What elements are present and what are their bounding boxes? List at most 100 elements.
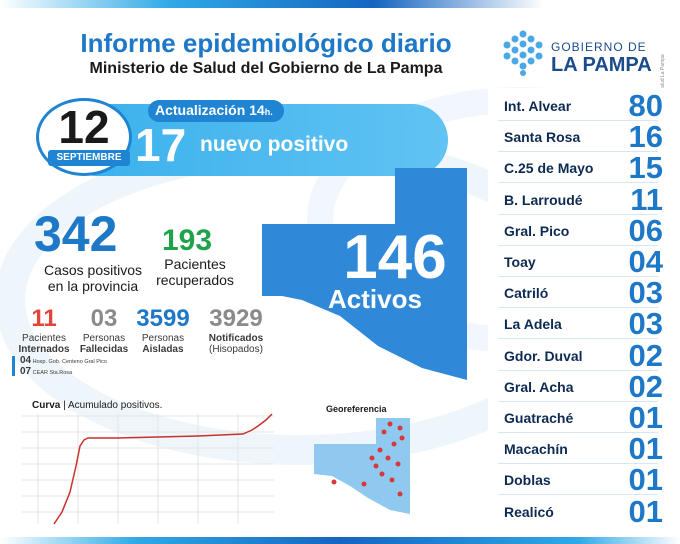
hospital-note-2: 07 CEAR Sta.Rosa xyxy=(20,366,72,377)
page-subtitle: Ministerio de Salud del Gobierno de La P… xyxy=(89,60,443,77)
stat-hospitalized-number: 11 xyxy=(31,305,57,332)
la-pampa-map-active xyxy=(262,168,467,380)
locality-name: B. Larroudé xyxy=(504,191,583,208)
top-accent-bar xyxy=(0,0,680,8)
locality-row: Doblas 01 xyxy=(500,462,675,498)
locality-row: C.25 de Mayo 15 xyxy=(500,150,675,186)
stat-deceased-label-2: Fallecidas xyxy=(79,344,129,355)
stat-hospitalized: 11 Pacientes Internados xyxy=(14,305,74,355)
locality-name: Guatraché xyxy=(504,410,574,426)
stat-notified: 3929 Notificados (Hisopados) xyxy=(198,305,274,355)
locality-count: 01 xyxy=(628,431,663,467)
stat-hospitalized-label-1: Pacientes xyxy=(22,333,66,344)
active-cases-label: Activos xyxy=(328,284,422,314)
stat-notified-label-2: (Hisopados) xyxy=(209,344,263,355)
locality-separator xyxy=(498,213,658,215)
date-month: SEPTIEMBRE xyxy=(56,152,122,163)
curve-chart xyxy=(22,413,274,525)
curve-line xyxy=(53,413,273,525)
locality-row: La Adela 03 xyxy=(500,306,675,342)
new-cases-label: nuevo positivo xyxy=(200,133,349,156)
georef-title: Georeferencia xyxy=(326,404,387,414)
positive-cases-number: 342 xyxy=(34,206,118,262)
locality-count: 02 xyxy=(628,368,663,404)
hospital-note-2-text: CEAR Sta.Rosa xyxy=(32,370,73,376)
locality-name: Gral. Pico xyxy=(504,222,570,239)
locality-count: 01 xyxy=(628,462,663,498)
new-cases-number: 17 xyxy=(135,119,187,171)
locality-separator xyxy=(498,120,658,121)
locality-count: 80 xyxy=(628,88,663,123)
locality-count: 04 xyxy=(628,244,663,279)
curve-grid xyxy=(22,414,274,524)
stat-deceased-label-1: Personas xyxy=(82,333,126,344)
positive-cases-label-line2: en la provincia xyxy=(47,278,139,294)
update-hour-suffix: h. xyxy=(264,107,273,117)
logo-text-top: GOBIERNO DE xyxy=(551,40,647,54)
locality-separator xyxy=(498,276,658,277)
stat-deceased-number: 03 xyxy=(90,305,118,332)
locality-row: Gral. Acha 02 xyxy=(500,368,675,404)
curve-title: Curva | Acumulado positivos. xyxy=(32,400,162,411)
locality-separator xyxy=(498,307,658,309)
locality-row: B. Larroudé 11 xyxy=(500,181,675,217)
active-cases-number: 146 xyxy=(343,223,447,292)
georef-points xyxy=(331,421,405,497)
locality-name: Realicó xyxy=(504,503,554,520)
locality-separator xyxy=(498,463,658,465)
locality-row: Macachín 01 xyxy=(500,431,675,467)
locality-row: Catriló 03 xyxy=(500,275,675,311)
locality-count: 01 xyxy=(628,400,663,435)
curve-title-rest: | Acumulado positivos. xyxy=(60,400,163,411)
dotted-hexagon-logo-icon xyxy=(503,30,543,76)
positive-cases-label: Casos positivos en la provincia xyxy=(28,262,158,294)
georef-map xyxy=(314,418,410,514)
locality-count: 11 xyxy=(630,181,663,217)
locality-row: Guatraché 01 xyxy=(500,400,675,435)
locality-separator xyxy=(498,151,658,153)
locality-name: C.25 de Mayo xyxy=(504,160,594,177)
locality-separator xyxy=(498,494,658,496)
locality-row: Toay 04 xyxy=(500,244,675,279)
curve-title-bold: Curva xyxy=(32,400,61,411)
locality-count: 06 xyxy=(628,212,663,248)
locality-separator xyxy=(498,182,658,184)
hospital-note-1-number: 04 xyxy=(20,355,32,366)
logo-text-bottom: LA PAMPA xyxy=(551,54,652,76)
locality-name: Catriló xyxy=(504,285,549,302)
page-title: Informe epidemiológico diario xyxy=(80,28,452,58)
locality-separator xyxy=(498,400,658,402)
recovered-number: 193 xyxy=(162,224,213,257)
stat-notified-label-1: Notificados xyxy=(208,333,264,344)
locality-name: Santa Rosa xyxy=(504,129,581,146)
recovered-label-line1: Pacientes xyxy=(164,256,226,272)
locality-name: Doblas xyxy=(504,472,551,489)
locality-separator xyxy=(498,338,658,340)
stat-isolated-label-2: Aisladas xyxy=(142,344,184,355)
hospital-notes-bar xyxy=(12,356,99,376)
locality-row: Santa Rosa 16 xyxy=(500,119,675,155)
stat-deceased: 03 Personas Fallecidas xyxy=(76,305,132,355)
locality-name: La Adela xyxy=(504,316,562,333)
locality-name: Macachín xyxy=(504,441,568,458)
locality-separator xyxy=(498,244,658,246)
stat-isolated-label-1: Personas xyxy=(141,333,185,344)
date-day: 12 xyxy=(58,101,110,153)
localities-panel xyxy=(488,88,680,537)
stat-isolated: 3599 Personas Aisladas xyxy=(132,305,194,355)
locality-name: Int. Alvear xyxy=(504,98,572,114)
locality-row: Realicó 01 xyxy=(500,494,675,529)
locality-count: 03 xyxy=(628,306,663,342)
stat-hospitalized-label-2: Internados xyxy=(18,344,70,355)
date-month-background xyxy=(48,150,130,166)
positive-cases-label-line1: Casos positivos xyxy=(43,262,143,278)
locality-count: 02 xyxy=(628,337,663,373)
locality-count: 15 xyxy=(628,150,663,186)
locality-separator xyxy=(498,432,658,433)
locality-count: 03 xyxy=(628,275,663,311)
hospital-note-1-text: Hosp. Gob. Centeno Gral Pico xyxy=(32,359,107,365)
stat-isolated-number: 3599 xyxy=(136,305,190,332)
bottom-accent-bar xyxy=(0,537,680,544)
locality-row: Int. Alvear 80 xyxy=(500,88,675,123)
locality-count: 16 xyxy=(628,119,663,155)
